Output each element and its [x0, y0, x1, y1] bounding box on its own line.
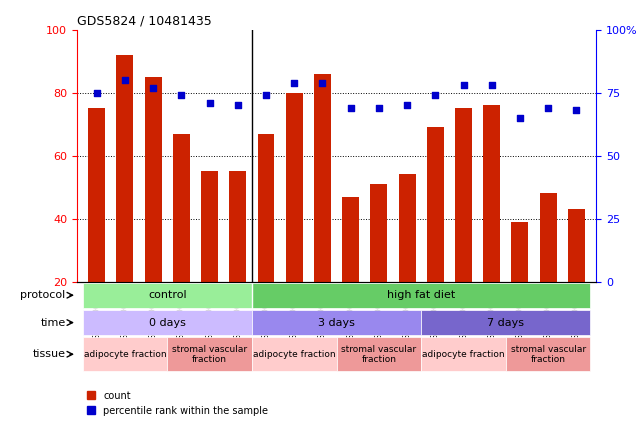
FancyBboxPatch shape: [83, 337, 167, 371]
Point: [402, 102, 412, 109]
Point: [176, 92, 187, 99]
Point: [487, 82, 497, 88]
Bar: [512, 222, 528, 282]
FancyBboxPatch shape: [83, 310, 252, 335]
Bar: [455, 108, 472, 282]
Text: time: time: [40, 318, 65, 327]
Point: [233, 102, 243, 109]
FancyBboxPatch shape: [83, 283, 252, 308]
Point: [458, 82, 469, 88]
Bar: [483, 105, 500, 282]
Bar: [342, 197, 359, 282]
Bar: [314, 74, 331, 282]
Text: 3 days: 3 days: [318, 318, 355, 327]
Text: control: control: [148, 290, 187, 300]
Legend: count, percentile rank within the sample: count, percentile rank within the sample: [82, 387, 272, 420]
Text: tissue: tissue: [33, 349, 65, 359]
Bar: [370, 184, 387, 282]
Text: adipocyte fraction: adipocyte fraction: [422, 350, 505, 359]
Point: [204, 99, 215, 106]
Point: [345, 104, 356, 111]
Point: [148, 84, 158, 91]
Point: [317, 79, 328, 86]
Point: [543, 104, 553, 111]
Bar: [286, 93, 303, 282]
Text: protocol: protocol: [21, 290, 65, 300]
Bar: [399, 174, 415, 282]
Bar: [540, 193, 556, 282]
Text: stromal vascular
fraction: stromal vascular fraction: [511, 345, 586, 364]
Point: [374, 104, 384, 111]
Text: GDS5824 / 10481435: GDS5824 / 10481435: [77, 14, 212, 27]
Text: high fat diet: high fat diet: [387, 290, 455, 300]
FancyBboxPatch shape: [252, 283, 590, 308]
Point: [261, 92, 271, 99]
Point: [515, 114, 525, 121]
Point: [571, 107, 581, 114]
Bar: [201, 171, 218, 282]
FancyBboxPatch shape: [252, 310, 421, 335]
Point: [289, 79, 299, 86]
Bar: [173, 134, 190, 282]
Text: 0 days: 0 days: [149, 318, 186, 327]
FancyBboxPatch shape: [337, 337, 421, 371]
Bar: [117, 55, 133, 282]
Text: stromal vascular
fraction: stromal vascular fraction: [341, 345, 417, 364]
Bar: [427, 127, 444, 282]
Bar: [258, 134, 274, 282]
Point: [92, 89, 102, 96]
Point: [120, 77, 130, 83]
FancyBboxPatch shape: [506, 337, 590, 371]
Text: adipocyte fraction: adipocyte fraction: [253, 350, 335, 359]
FancyBboxPatch shape: [252, 337, 337, 371]
Text: 7 days: 7 days: [487, 318, 524, 327]
Text: adipocyte fraction: adipocyte fraction: [83, 350, 166, 359]
FancyBboxPatch shape: [167, 337, 252, 371]
Bar: [568, 209, 585, 282]
Bar: [229, 171, 246, 282]
Text: stromal vascular
fraction: stromal vascular fraction: [172, 345, 247, 364]
Bar: [145, 77, 162, 282]
Point: [430, 92, 440, 99]
FancyBboxPatch shape: [421, 310, 590, 335]
Bar: [88, 108, 105, 282]
FancyBboxPatch shape: [421, 337, 506, 371]
